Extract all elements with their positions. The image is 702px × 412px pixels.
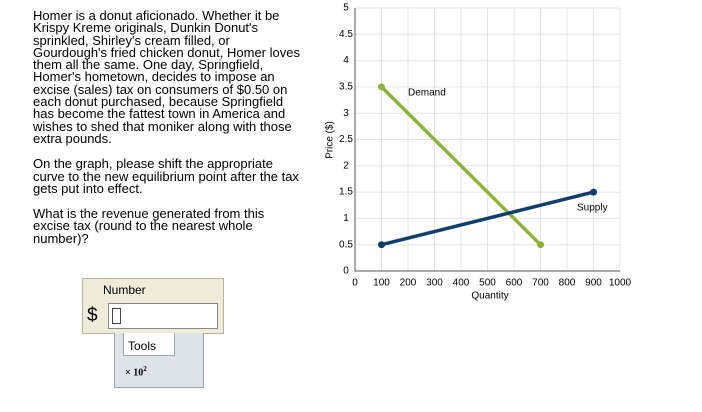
- x-tick-label: 600: [506, 278, 523, 289]
- point: [537, 241, 544, 249]
- text-line: On the graph, please shift the appropria…: [33, 156, 273, 172]
- text-line: Homer is a donut aficionado. Whether it …: [33, 8, 280, 23]
- y-tick-label: 0: [343, 266, 349, 277]
- y-tick-label: 3: [343, 108, 349, 119]
- y-tick-label: 1.5: [339, 187, 353, 198]
- y-tick-label: 1: [343, 213, 349, 224]
- cursor: [112, 308, 121, 324]
- text-line: wishes to shed that moniker along with t…: [33, 118, 292, 134]
- tools-panel[interactable]: Tools × 102: [114, 333, 204, 388]
- series-label: Supply: [577, 203, 608, 214]
- x-tick-label: 500: [479, 278, 496, 289]
- text-line: What is the revenue generated from this: [33, 206, 265, 222]
- currency: $: [87, 305, 98, 326]
- x-tick-label: 800: [559, 278, 576, 289]
- multiplier-text: × 10: [125, 367, 144, 379]
- x-tick-label: 0: [352, 278, 358, 289]
- text-line: Homer's hometown, decides to impose an: [33, 69, 275, 85]
- x-axis-label: Quantity: [471, 291, 508, 302]
- text-line: Krispy Kreme originals, Dunkin Donut's: [33, 20, 259, 36]
- tools-label[interactable]: Tools: [128, 339, 157, 353]
- point: [378, 241, 385, 249]
- x-tick-label: 1000: [609, 278, 632, 289]
- answer-input[interactable]: [108, 303, 218, 329]
- x-tick-label: 900: [585, 278, 602, 289]
- y-tick-label: 0.5: [339, 239, 353, 250]
- y-axis-label: Price ($): [325, 121, 336, 159]
- text-line: sprinkled, Shirley's cream filled, or: [33, 32, 230, 48]
- x-tick-label: 100: [373, 278, 390, 289]
- x-tick-label: 200: [400, 278, 417, 289]
- multiplier[interactable]: × 102: [125, 365, 147, 378]
- question: Homer is a donut aficionado. Whether it …: [33, 8, 333, 258]
- text-line: has become the fattest town in America a…: [33, 106, 286, 122]
- y-tick-label: 2: [343, 160, 349, 171]
- series-line: [381, 190, 594, 247]
- paragraph: What is the revenue generated from this e…: [33, 206, 333, 246]
- exponent: 2: [143, 365, 147, 373]
- point: [590, 188, 597, 196]
- series-label: Demand: [408, 88, 446, 99]
- paragraph: Homer is a donut aficionado. Whether it …: [33, 8, 333, 146]
- y-tick-label: 3.5: [339, 82, 353, 93]
- paragraph: On the graph, please shift the appropria…: [33, 156, 333, 196]
- y-tick-label: 4.5: [339, 29, 353, 40]
- y-tick-label: 5: [343, 3, 349, 14]
- x-tick-label: 300: [426, 278, 443, 289]
- text-line: excise (sales) tax on consumers of $0.50…: [33, 81, 288, 97]
- x-tick-label: 400: [453, 278, 470, 289]
- text-line: them all the same. One day, Springfield,: [33, 57, 264, 73]
- text-line: number)?: [33, 230, 89, 246]
- text-line: gets put into effect.: [33, 180, 143, 196]
- number-label: Number: [103, 283, 146, 297]
- y-tick-label: 4: [343, 55, 349, 66]
- text-line: excise tax (round to the nearest whole: [33, 218, 253, 234]
- tools-tab[interactable]: [123, 333, 175, 356]
- x-tick-label: 700: [532, 278, 549, 289]
- text-line: curve to the new equilibrium point after…: [33, 168, 299, 184]
- series-line: [380, 85, 542, 246]
- y-tick-label: 2.5: [339, 134, 353, 145]
- text-line: Gourdough's fried chicken donut, Homer l…: [33, 44, 300, 60]
- text-line: each donut purchased, because Springfiel…: [33, 94, 284, 110]
- answer-widget: Number $: [82, 278, 224, 334]
- text-line: extra pounds.: [33, 130, 112, 146]
- point: [378, 83, 385, 91]
